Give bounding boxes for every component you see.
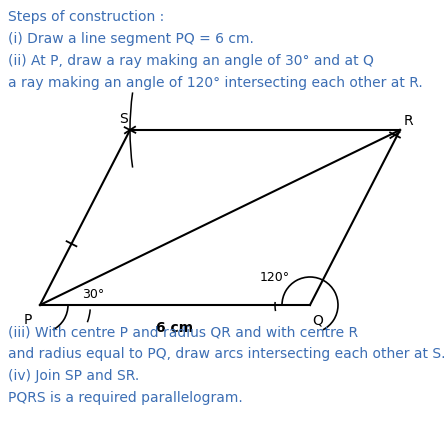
Text: and radius equal to PQ, draw arcs intersecting each other at S.: and radius equal to PQ, draw arcs inters… bbox=[8, 347, 446, 361]
Text: R: R bbox=[404, 114, 413, 127]
Text: S: S bbox=[119, 112, 128, 126]
Text: Q: Q bbox=[312, 313, 323, 327]
Text: P: P bbox=[24, 313, 32, 327]
Text: 6 cm: 6 cm bbox=[157, 321, 194, 335]
Text: 120°: 120° bbox=[260, 271, 290, 284]
Text: (i) Draw a line segment PQ = 6 cm.: (i) Draw a line segment PQ = 6 cm. bbox=[8, 32, 254, 46]
Text: (ii) At P, draw a ray making an angle of 30° and at Q: (ii) At P, draw a ray making an angle of… bbox=[8, 54, 374, 68]
Text: 30°: 30° bbox=[82, 288, 104, 301]
Text: a ray making an angle of 120° intersecting each other at R.: a ray making an angle of 120° intersecti… bbox=[8, 76, 423, 90]
Text: PQRS is a required parallelogram.: PQRS is a required parallelogram. bbox=[8, 391, 243, 405]
Text: (iii) With centre P and radius QR and with centre R: (iii) With centre P and radius QR and wi… bbox=[8, 325, 358, 339]
Text: (iv) Join SP and SR.: (iv) Join SP and SR. bbox=[8, 369, 139, 383]
Text: Steps of construction :: Steps of construction : bbox=[8, 10, 164, 24]
